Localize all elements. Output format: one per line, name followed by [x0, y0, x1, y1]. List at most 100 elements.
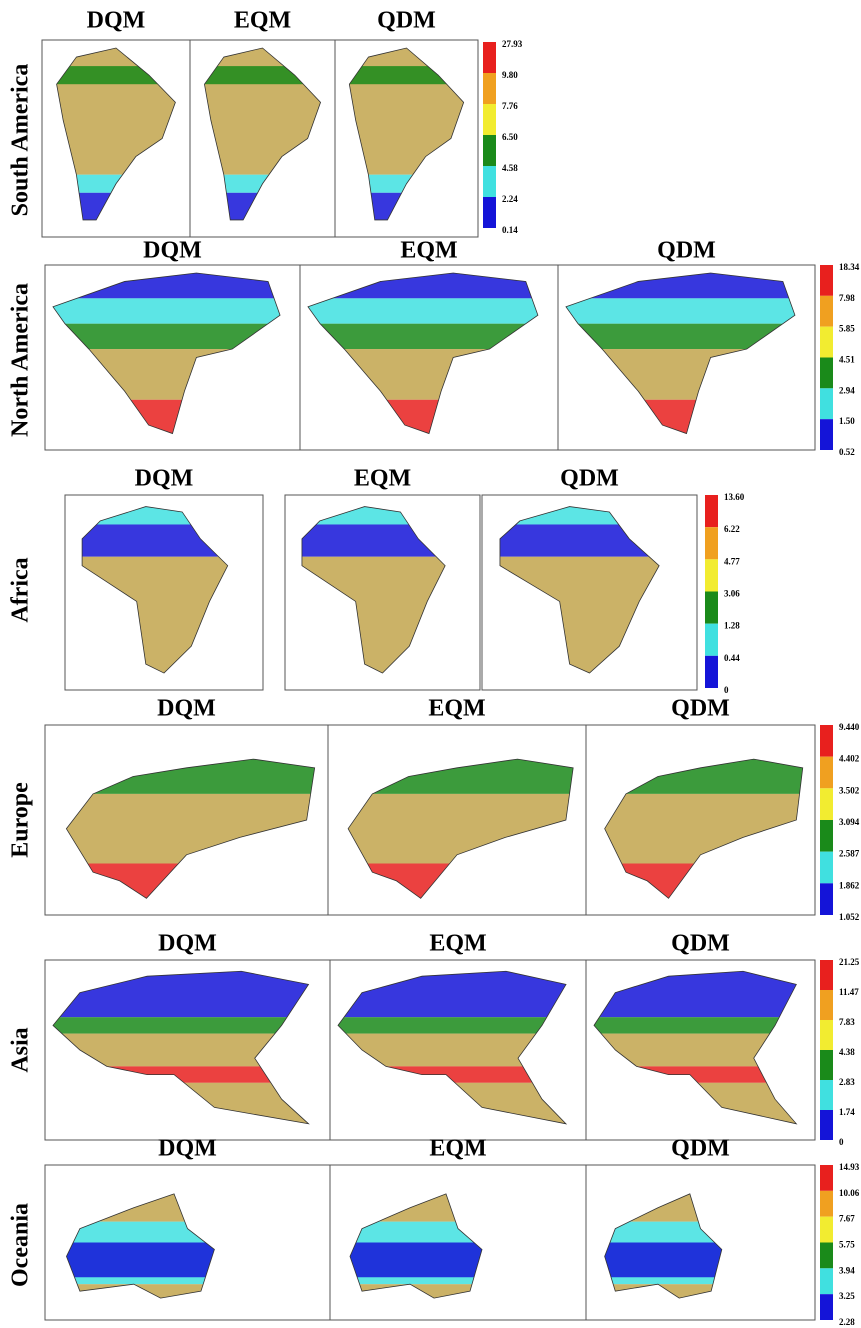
colorbar-bin — [820, 295, 833, 327]
map-zone — [308, 298, 538, 324]
method-title: EQM — [428, 696, 485, 722]
colorbar-label: 7.83 — [839, 1017, 855, 1027]
colorbar-bin — [483, 73, 496, 104]
coastline — [66, 1193, 215, 1299]
colorbar-label: 4.51 — [839, 355, 855, 365]
colorbar-bin — [820, 1080, 833, 1110]
method-title: QDM — [560, 466, 619, 492]
coastline — [347, 758, 574, 899]
colorbar-label: 1.052 — [839, 912, 860, 922]
map-zone — [566, 298, 795, 324]
colorbar-bin — [820, 725, 833, 757]
colorbar-bin — [820, 1242, 833, 1269]
coastline — [604, 1193, 723, 1299]
colorbar-label: 4.58 — [502, 163, 518, 173]
colorbar-label: 2.24 — [502, 194, 518, 204]
coastline — [307, 272, 539, 435]
method-title: QDM — [671, 1136, 730, 1162]
map-zone — [53, 298, 281, 324]
colorbar-label: 3.502 — [839, 785, 860, 795]
colorbar-label: 1.50 — [839, 416, 855, 426]
colorbar-bin — [820, 960, 833, 990]
colorbar-bin — [820, 820, 833, 852]
coastline — [604, 758, 804, 899]
coastline — [565, 272, 796, 435]
method-title: EQM — [234, 8, 291, 34]
map-zone — [594, 1017, 797, 1034]
colorbar-bin — [820, 788, 833, 820]
coastline — [301, 506, 446, 674]
colorbar-bin — [820, 1110, 833, 1140]
colorbar-bin — [820, 419, 833, 450]
region-label: South America — [8, 64, 34, 217]
map-zone — [350, 1242, 482, 1278]
colorbar-label: 21.25 — [839, 957, 860, 967]
colorbar-bin — [820, 357, 833, 389]
method-title: QDM — [377, 8, 436, 34]
colorbar-label: 7.98 — [839, 293, 855, 303]
colorbar-bin — [705, 495, 718, 528]
colorbar-bin — [820, 1165, 833, 1191]
region-label: North America — [8, 283, 34, 437]
colorbar-bin — [820, 851, 833, 884]
region-label: Oceania — [8, 1203, 34, 1287]
colorbar-label: 0 — [839, 1137, 844, 1147]
coastline — [204, 47, 322, 221]
colorbar-label: 6.50 — [502, 132, 518, 142]
method-title: DQM — [143, 238, 202, 264]
colorbar-bin — [820, 1190, 833, 1217]
colorbar-bin — [820, 1050, 833, 1080]
colorbar-label: 0.52 — [839, 447, 855, 457]
colorbar-bin — [483, 104, 496, 135]
coastline — [52, 970, 310, 1125]
method-title: DQM — [87, 8, 146, 34]
map-zone — [338, 1017, 566, 1034]
colorbar-label: 2.83 — [839, 1077, 855, 1087]
colorbar-label: 2.94 — [839, 385, 855, 395]
method-title: DQM — [157, 696, 216, 722]
colorbar-label: 2.587 — [839, 849, 860, 859]
colorbar-bin — [705, 559, 718, 592]
method-title: QDM — [657, 238, 716, 264]
colorbar-bin — [820, 388, 833, 420]
colorbar-bin — [820, 1216, 833, 1243]
method-title: QDM — [671, 931, 730, 957]
method-title: QDM — [671, 696, 730, 722]
colorbar-bin — [483, 42, 496, 73]
colorbar-label: 3.06 — [724, 589, 740, 599]
method-title: EQM — [429, 1136, 486, 1162]
colorbar-label: 4.402 — [839, 754, 860, 764]
colorbar-bin — [820, 990, 833, 1020]
coastline — [593, 970, 798, 1125]
colorbar-bin — [820, 756, 833, 789]
coastline — [348, 47, 465, 221]
colorbar-label: 13.60 — [724, 492, 745, 502]
region-label: Africa — [8, 557, 34, 622]
colorbar-label: 11.47 — [839, 987, 859, 997]
colorbar-label: 0 — [724, 685, 729, 695]
method-title: EQM — [400, 238, 457, 264]
colorbar-label: 3.25 — [839, 1291, 855, 1301]
coastline — [349, 1193, 483, 1299]
colorbar-label: 4.38 — [839, 1047, 855, 1057]
map-zone — [604, 1242, 722, 1278]
map-zone — [53, 1017, 309, 1034]
coastline — [337, 970, 568, 1125]
colorbar-label: 6.22 — [724, 524, 740, 534]
colorbar-label: 0.14 — [502, 225, 518, 235]
colorbar-label: 7.76 — [502, 101, 518, 111]
colorbar-label: 1.74 — [839, 1107, 855, 1117]
coastline — [65, 758, 316, 899]
colorbar-bin — [483, 135, 496, 166]
colorbar-label: 10.06 — [839, 1188, 860, 1198]
colorbar-label: 2.28 — [839, 1317, 855, 1327]
colorbar-bin — [820, 1268, 833, 1295]
method-title: DQM — [158, 1136, 217, 1162]
method-title: DQM — [135, 466, 194, 492]
colorbar-label: 14.93 — [839, 1162, 860, 1172]
colorbar-label: 18.34 — [839, 262, 860, 272]
coastline — [81, 506, 229, 674]
coastline — [52, 272, 281, 435]
region-label: Europe — [8, 782, 34, 858]
